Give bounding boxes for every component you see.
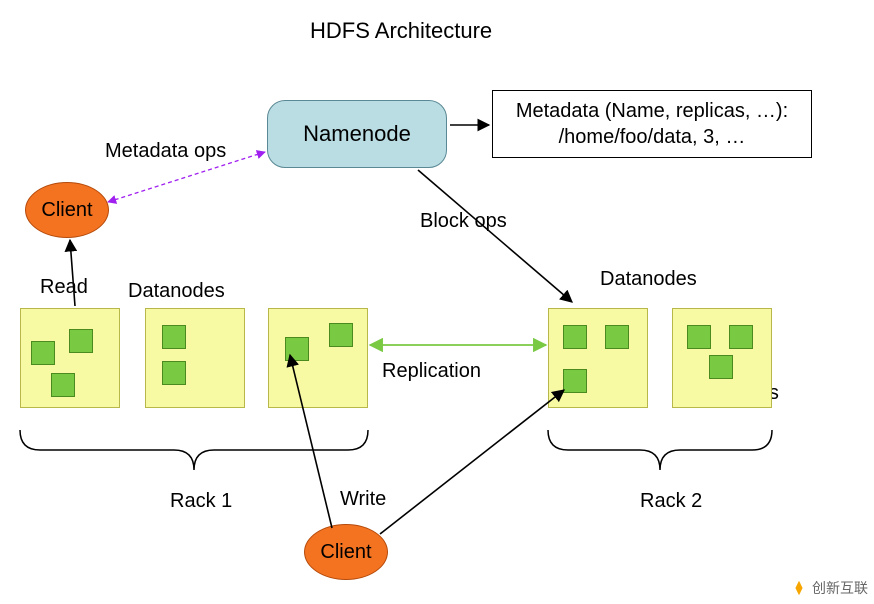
label-block-ops: Block ops	[420, 210, 507, 233]
block	[31, 341, 55, 365]
block	[69, 329, 93, 353]
diagram-title: HDFS Architecture	[310, 18, 492, 44]
datanode	[672, 308, 772, 408]
block	[729, 325, 753, 349]
block	[162, 325, 186, 349]
block	[285, 337, 309, 361]
namenode: Namenode	[267, 100, 447, 168]
watermark-text: 创新互联	[812, 578, 868, 598]
label-metadata-ops: Metadata ops	[105, 140, 226, 163]
block	[605, 325, 629, 349]
label-read: Read	[40, 276, 88, 299]
datanode	[268, 308, 368, 408]
metadata-box: Metadata (Name, replicas, …): /home/foo/…	[492, 90, 812, 158]
metadata-line2: /home/foo/data, 3, …	[559, 124, 746, 150]
edge	[380, 390, 564, 534]
label-rack1: Rack 1	[170, 490, 232, 513]
datanode	[145, 308, 245, 408]
client-bottom: Client	[304, 524, 388, 580]
watermark: 创新互联	[790, 578, 868, 598]
label-replication: Replication	[382, 360, 481, 383]
datanode	[548, 308, 648, 408]
block	[563, 325, 587, 349]
block	[162, 361, 186, 385]
block	[51, 373, 75, 397]
datanode	[20, 308, 120, 408]
label-write: Write	[340, 488, 386, 511]
label-datanodes-right: Datanodes	[600, 268, 697, 291]
block	[709, 355, 733, 379]
metadata-line1: Metadata (Name, replicas, …):	[516, 98, 788, 124]
block	[687, 325, 711, 349]
brace	[20, 430, 368, 470]
block	[563, 369, 587, 393]
watermark-logo-icon	[790, 579, 808, 597]
label-datanodes-left: Datanodes	[128, 280, 225, 303]
edge	[418, 170, 572, 302]
brace	[548, 430, 772, 470]
label-rack2: Rack 2	[640, 490, 702, 513]
client-top: Client	[25, 182, 109, 238]
block	[329, 323, 353, 347]
